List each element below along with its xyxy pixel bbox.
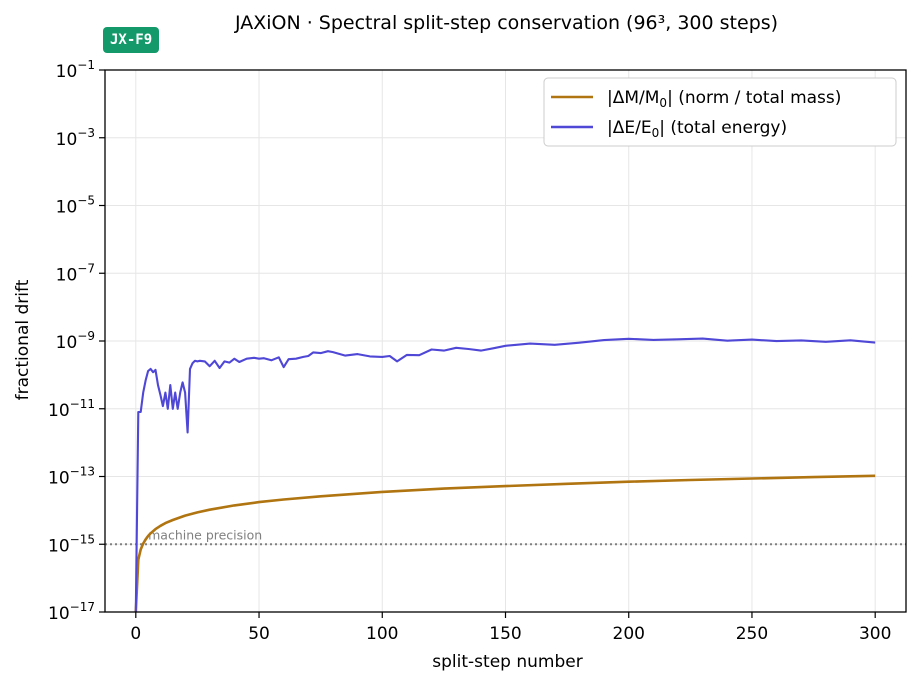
x-tick-label: 0 — [130, 624, 141, 644]
x-tick-label: 300 — [859, 624, 891, 644]
y-tick-label: 10−13 — [48, 465, 95, 489]
x-tick-label: 250 — [736, 624, 768, 644]
x-tick-label: 200 — [613, 624, 645, 644]
legend-label-energy: |ΔE/E0| (total energy) — [607, 118, 787, 140]
legend: |ΔM/M0| (norm / total mass) |ΔE/E0| (tota… — [543, 77, 897, 147]
legend-box — [543, 77, 897, 147]
y-axis-label: fractional drift — [13, 279, 33, 400]
y-tick-label: 10−17 — [48, 600, 95, 624]
y-tick-label: 10−1 — [56, 58, 95, 82]
x-tick-label: 100 — [366, 624, 398, 644]
y-tick-label: 10−15 — [48, 532, 95, 556]
chart-title: JAXiON · Spectral split-step conservatio… — [234, 12, 778, 34]
plot-frame — [104, 69, 907, 613]
x-tick-label: 50 — [248, 624, 270, 644]
y-tick-label: 10−9 — [56, 329, 95, 353]
energy-drift-line — [134, 337, 876, 612]
y-tick-label: 10−5 — [56, 194, 95, 218]
figure-badge: JX-F9 — [103, 27, 160, 53]
x-axis-label: split-step number — [432, 652, 582, 672]
mass-drift-line — [134, 474, 876, 612]
legend-label-mass: |ΔM/M0| (norm / total mass) — [607, 88, 841, 110]
y-tick-label: 10−11 — [48, 397, 95, 421]
y-tick-label: 10−3 — [56, 126, 95, 150]
y-tick-label: 10−7 — [56, 261, 95, 285]
x-tick-label: 150 — [489, 624, 521, 644]
machine-precision-label: machine precision — [148, 527, 262, 542]
